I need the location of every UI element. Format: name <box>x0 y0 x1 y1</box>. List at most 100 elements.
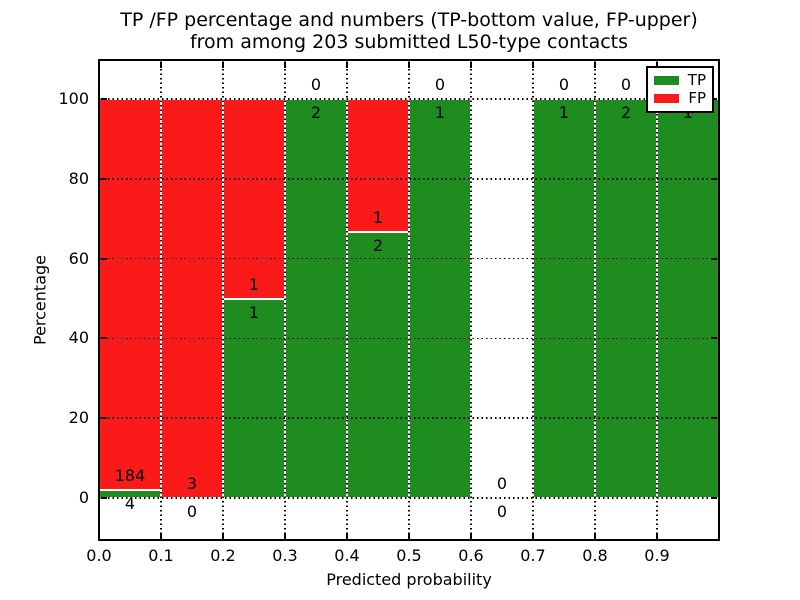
plot-frame <box>98 59 720 541</box>
x-tick-mark <box>222 533 224 539</box>
vertical-gridline <box>470 60 472 541</box>
legend-label-fp: FP <box>688 89 706 108</box>
fp-count-label: 0 <box>434 75 446 94</box>
legend: TP FP <box>646 66 714 113</box>
x-tick-label: 0.0 <box>86 546 112 565</box>
fp-count-label: 1 <box>372 208 384 227</box>
x-tick-label: 0.1 <box>148 546 174 565</box>
horizontal-gridline <box>99 178 719 180</box>
x-tick-mark <box>594 62 596 68</box>
y-tick-mark <box>101 337 107 340</box>
y-tick-mark <box>711 177 717 180</box>
vertical-gridline <box>222 60 224 541</box>
tp-bar-segment <box>223 298 285 498</box>
chart-title: TP /FP percentage and numbers (TP-bottom… <box>99 9 719 53</box>
fp-bar-segment <box>161 99 223 498</box>
x-tick-mark <box>284 62 286 68</box>
tp-bar-segment <box>409 99 471 498</box>
fp-count-label: 184 <box>114 465 146 485</box>
fp-bar-segment <box>347 99 409 232</box>
tp-count-label: 4 <box>124 493 136 513</box>
x-tick-label: 0.4 <box>334 546 360 565</box>
tp-bar-segment <box>285 99 347 498</box>
x-tick-mark <box>656 533 658 539</box>
x-tick-mark <box>284 533 286 539</box>
y-tick-mark <box>711 497 717 499</box>
y-tick-mark <box>101 177 107 180</box>
y-tick-mark <box>101 417 107 420</box>
x-tick-label: 0.3 <box>272 546 298 565</box>
vertical-gridline <box>594 60 596 541</box>
legend-item-fp: FP <box>654 91 706 106</box>
tp-count-label: 0 <box>496 502 508 521</box>
x-tick-mark <box>470 533 472 539</box>
fp-count-label: 0 <box>620 75 632 94</box>
y-tick-label: 20 <box>68 408 89 428</box>
tp-count-label: 0 <box>186 502 198 521</box>
y-tick-mark <box>711 98 717 100</box>
x-tick-mark <box>222 62 224 68</box>
tp-count-label: 2 <box>620 103 632 122</box>
x-tick-mark <box>656 62 658 68</box>
tp-count-label: 2 <box>372 236 384 255</box>
tp-bar-segment <box>595 99 657 498</box>
fp-color-swatch <box>654 94 680 104</box>
y-tick-mark <box>711 417 717 420</box>
legend-item-tp: TP <box>654 70 706 89</box>
y-tick-label: 60 <box>68 248 89 268</box>
y-tick-label: 40 <box>68 328 89 348</box>
y-tick-label: 80 <box>68 168 89 188</box>
chart-title-line1: TP /FP percentage and numbers (TP-bottom… <box>120 9 698 31</box>
x-tick-mark <box>470 62 472 68</box>
x-tick-label: 0.7 <box>520 546 546 565</box>
vertical-gridline <box>408 60 410 541</box>
fp-count-label: 0 <box>558 75 570 94</box>
vertical-gridline <box>346 60 348 541</box>
vertical-gridline <box>160 60 162 541</box>
tp-bar-segment <box>347 232 409 498</box>
y-tick-mark <box>711 337 717 340</box>
x-tick-label: 0.5 <box>396 546 422 565</box>
x-tick-mark <box>346 533 348 539</box>
x-tick-mark <box>160 533 162 539</box>
x-tick-label: 0.8 <box>582 546 608 565</box>
tp-color-swatch <box>654 75 679 85</box>
x-axis-label: Predicted probability <box>326 570 492 589</box>
x-tick-mark <box>532 533 534 539</box>
horizontal-gridline <box>99 337 719 340</box>
fp-count-label: 0 <box>310 75 322 94</box>
x-tick-mark <box>532 62 534 68</box>
x-tick-label: 0.2 <box>210 546 236 565</box>
y-tick-label: 0 <box>78 488 89 507</box>
y-tick-mark <box>101 257 107 260</box>
horizontal-gridline <box>99 98 719 100</box>
x-tick-label: 0.9 <box>644 546 670 565</box>
tp-count-label: 2 <box>310 103 322 122</box>
tp-count-label: 1 <box>434 103 446 122</box>
x-tick-mark <box>408 62 410 68</box>
fp-count-label: 0 <box>496 474 508 493</box>
tp-count-label: 1 <box>558 103 570 122</box>
fp-count-label: 3 <box>186 474 198 493</box>
vertical-gridline <box>532 60 534 541</box>
y-tick-mark <box>101 98 107 100</box>
x-tick-mark <box>346 62 348 68</box>
x-tick-label: 0.6 <box>458 546 484 565</box>
legend-label-tp: TP <box>687 70 706 89</box>
y-tick-mark <box>711 257 717 260</box>
y-tick-mark <box>101 497 107 499</box>
chart-title-line2: from among 203 submitted L50-type contac… <box>189 31 629 53</box>
horizontal-gridline <box>99 497 719 499</box>
tp-count-label: 1 <box>248 302 260 322</box>
y-tick-label: 100 <box>58 89 89 108</box>
vertical-gridline <box>656 60 658 541</box>
horizontal-gridline <box>99 257 719 260</box>
x-tick-mark <box>160 62 162 68</box>
x-tick-mark <box>408 533 410 539</box>
vertical-gridline <box>284 60 286 541</box>
horizontal-gridline <box>99 417 719 419</box>
x-tick-mark <box>594 533 596 539</box>
fp-count-label: 1 <box>248 274 260 294</box>
